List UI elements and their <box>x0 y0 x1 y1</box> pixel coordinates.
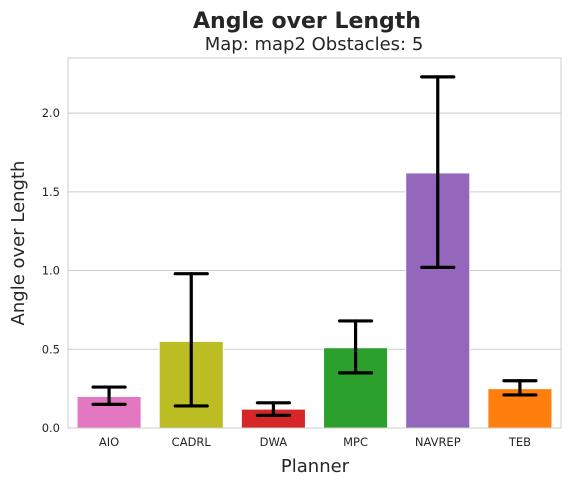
x-tick-label: CADRL <box>172 435 212 449</box>
x-tick-label: NAVREP <box>415 435 461 449</box>
chart-title: Angle over Length <box>193 9 421 34</box>
x-axis-ticks: AIO CADRL DWA MPC NAVREP TEB <box>99 435 531 449</box>
y-tick-label: 2.0 <box>42 106 60 120</box>
error-bar-mpc <box>337 319 374 375</box>
error-bar-navrep <box>420 75 456 270</box>
y-tick-label: 0.0 <box>42 421 60 435</box>
error-bar-aio <box>91 385 127 406</box>
chart-subtitle: Map: map2 Obstacles: 5 <box>205 34 424 55</box>
x-tick-label: AIO <box>99 435 119 449</box>
error-bar-dwa <box>255 401 292 418</box>
y-axis-ticks: 0.0 0.5 1.0 1.5 2.0 <box>42 106 60 435</box>
error-bar-teb <box>502 379 538 397</box>
y-tick-label: 1.0 <box>42 264 60 278</box>
error-bar-cadrl <box>173 272 209 408</box>
y-tick-label: 0.5 <box>42 342 60 356</box>
x-tick-label: TEB <box>508 435 531 449</box>
y-axis-label: Angle over Length <box>8 161 29 326</box>
plot-frame <box>67 57 562 429</box>
x-tick-label: DWA <box>260 435 288 449</box>
x-tick-label: MPC <box>343 435 368 449</box>
plot-area <box>68 58 561 428</box>
x-axis-label: Planner <box>281 456 350 477</box>
y-tick-label: 1.5 <box>42 185 60 199</box>
error-bars <box>91 75 538 418</box>
